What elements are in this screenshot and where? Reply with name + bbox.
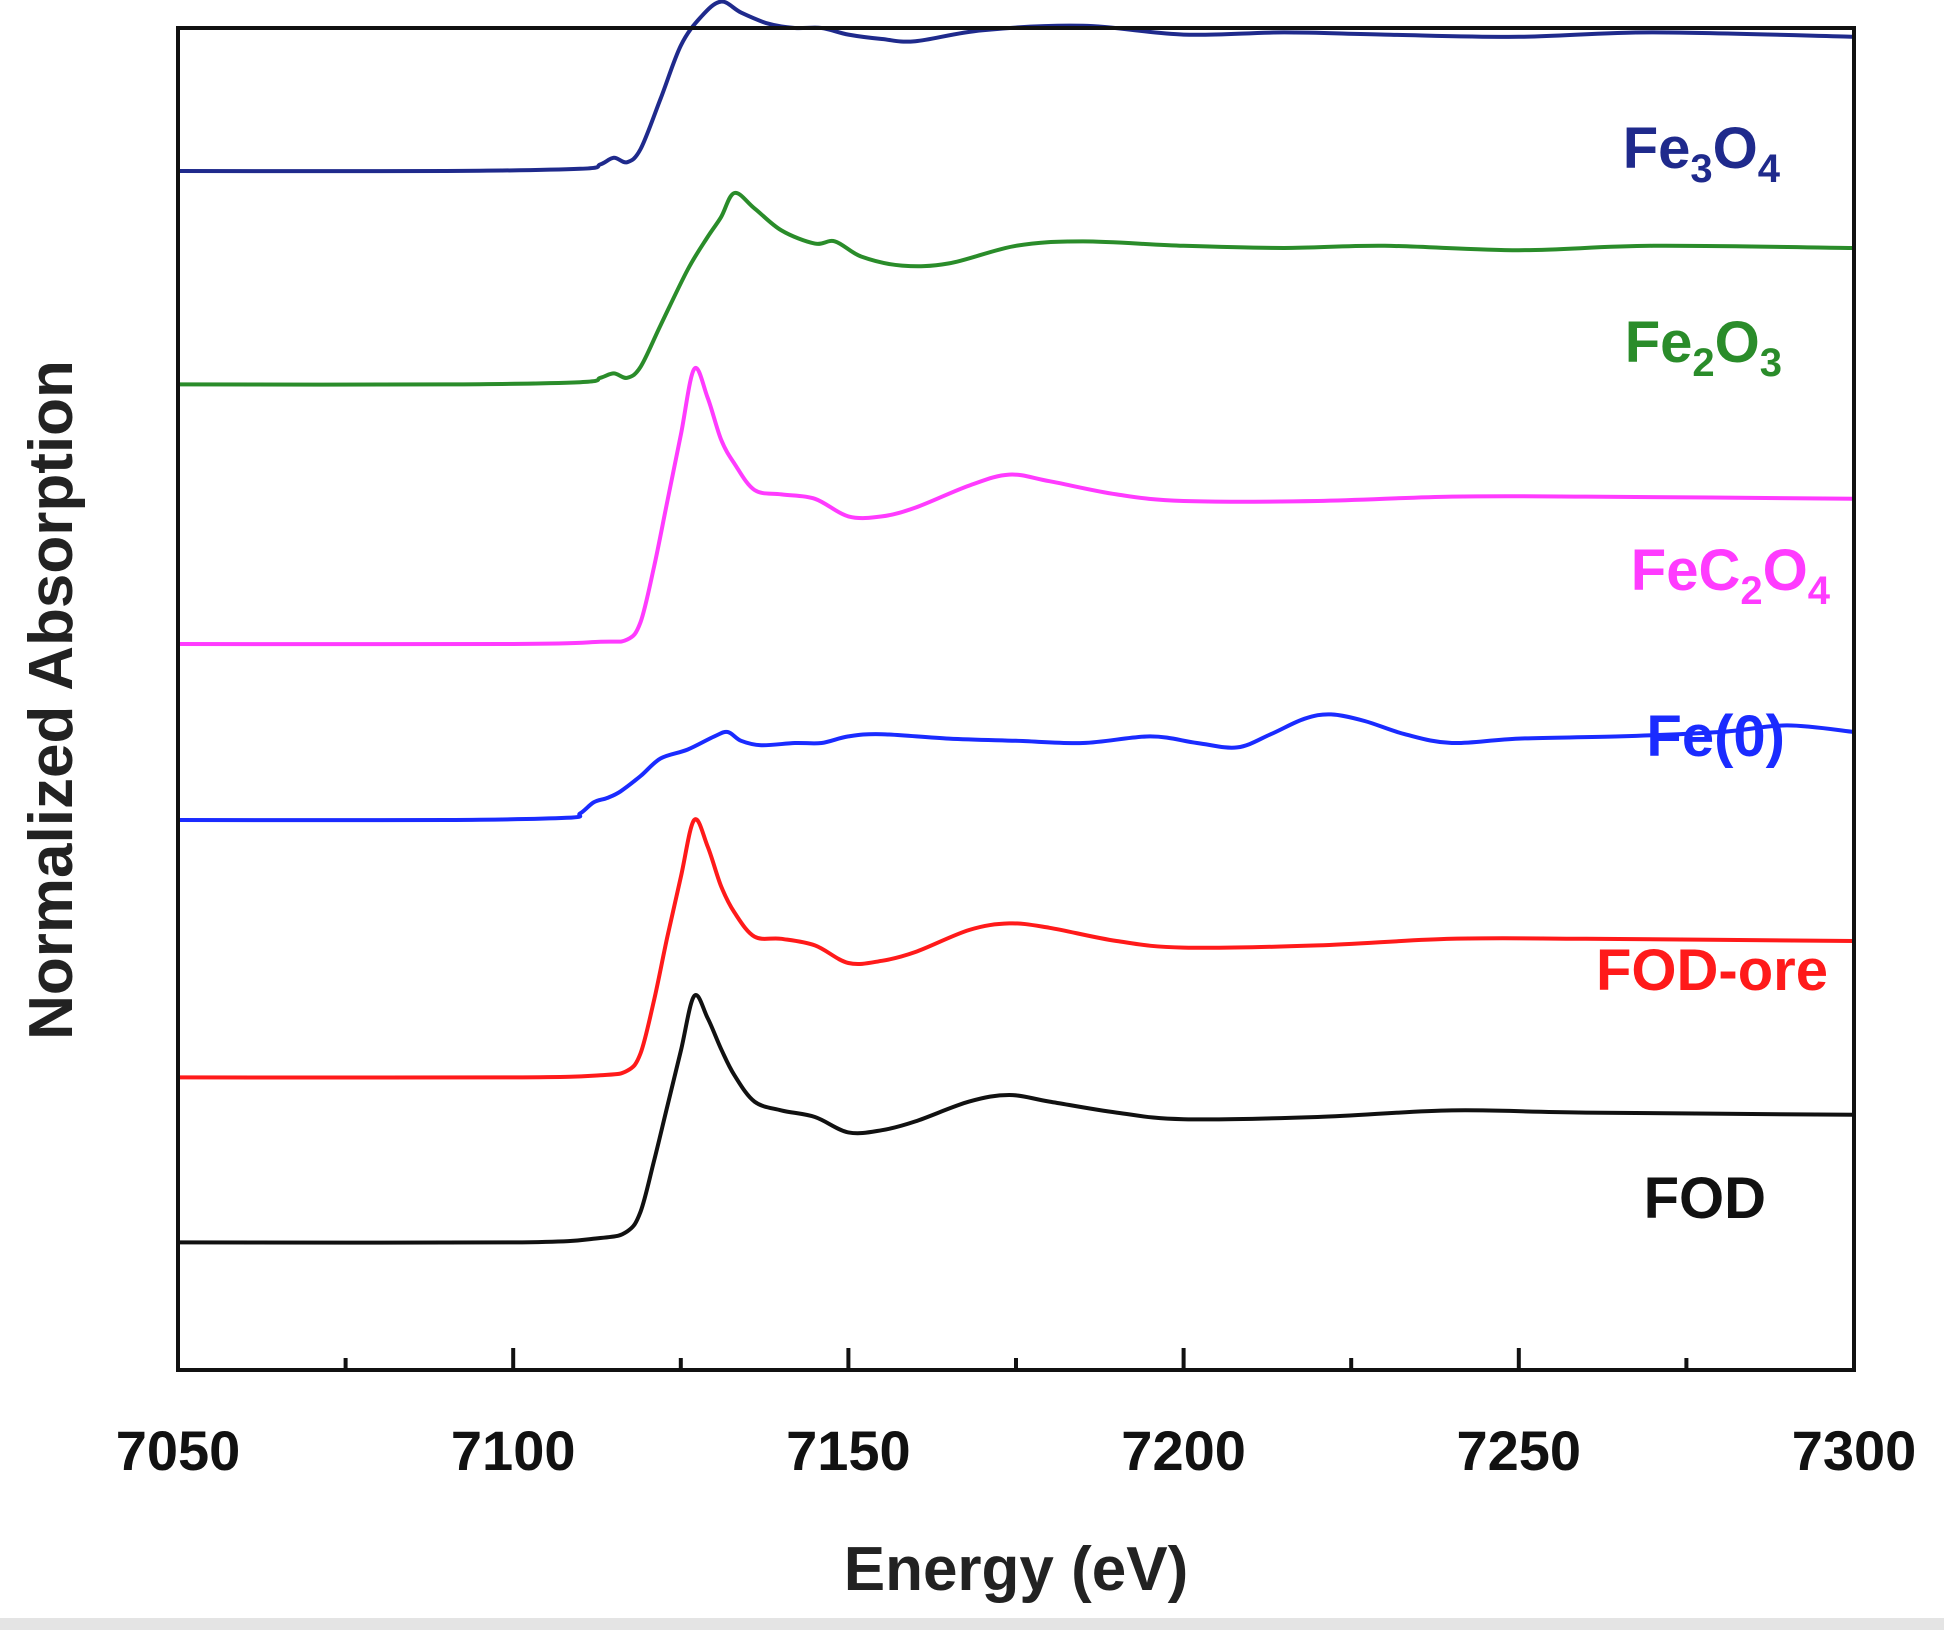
series-label-text: FeC — [1631, 538, 1741, 603]
series-label-fe3o4: Fe3O4 — [1623, 116, 1781, 191]
series-label-subscript: 2 — [1692, 341, 1714, 385]
series-curves — [176, 0, 1856, 1245]
x-axis-tick-labels: 7050 7100 7150 7200 7250 7300 — [116, 1419, 1917, 1482]
series-label-text: FOD-ore — [1596, 938, 1828, 1003]
series-line-fod — [176, 993, 1856, 1245]
x-tick-label: 7050 — [116, 1419, 241, 1482]
series-label-text: FOD — [1644, 1166, 1766, 1231]
y-axis-label: Normalized Absorption — [17, 360, 86, 1040]
series-label-subscript: 4 — [1758, 147, 1781, 191]
series-label-text: Fe — [1623, 116, 1691, 181]
series-label-subscript: 2 — [1740, 569, 1762, 613]
series-label-text: Fe(0) — [1646, 704, 1785, 769]
x-tick-label: 7200 — [1121, 1419, 1246, 1482]
series-line-fe2o3 — [176, 190, 1856, 387]
x-axis-ticks — [176, 1348, 1856, 1370]
series-label-text: O — [1713, 116, 1758, 181]
series-label-text: O — [1715, 310, 1760, 375]
series-label-fe-0: Fe(0) — [1646, 704, 1785, 769]
series-label-subscript: 4 — [1808, 569, 1831, 613]
series-line-fec2o4 — [176, 365, 1856, 647]
series-label-fod: FOD — [1644, 1166, 1766, 1231]
series-label-fe2o3: Fe2O3 — [1625, 310, 1782, 385]
x-tick-label: 7300 — [1792, 1419, 1917, 1482]
series-label-text: O — [1763, 538, 1808, 603]
series-label-fod-ore: FOD-ore — [1596, 938, 1828, 1003]
bottom-border-strip — [0, 1618, 1944, 1630]
series-label-subscript: 3 — [1760, 341, 1782, 385]
series-label-text: Fe — [1625, 310, 1693, 375]
x-axis-label: Energy (eV) — [844, 1535, 1189, 1604]
series-label-subscript: 3 — [1690, 147, 1712, 191]
series-line-fe-0 — [176, 712, 1856, 823]
x-tick-label: 7150 — [786, 1419, 911, 1482]
series-label-fec2o4: FeC2O4 — [1631, 538, 1831, 613]
x-tick-label: 7100 — [451, 1419, 576, 1482]
x-tick-label: 7250 — [1457, 1419, 1582, 1482]
series-line-fod-ore — [176, 817, 1856, 1080]
